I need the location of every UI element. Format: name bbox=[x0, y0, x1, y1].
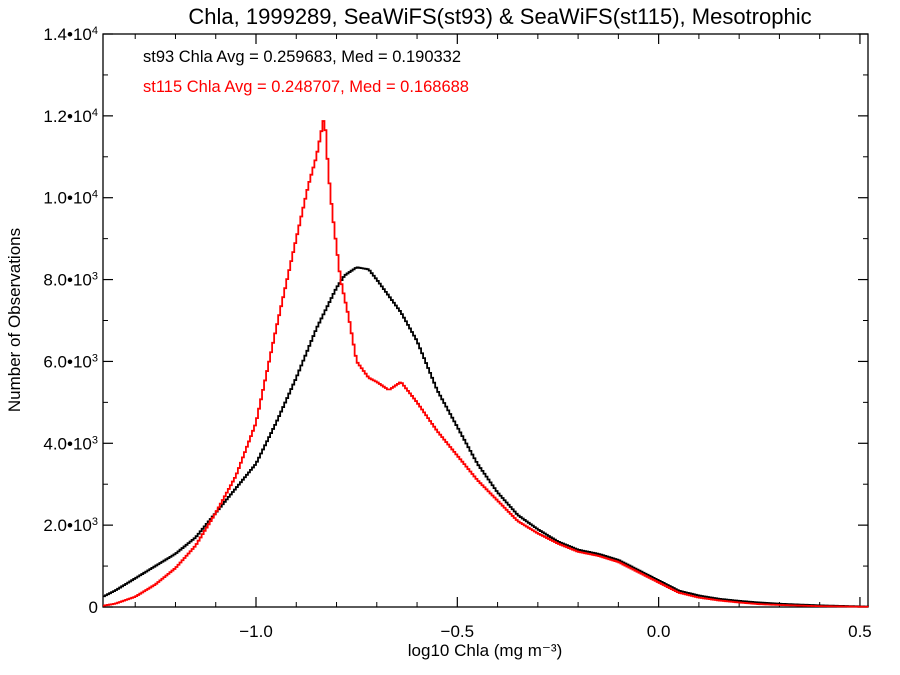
x-tick-label: 0.0 bbox=[647, 622, 671, 641]
y-tick-label: 1.0•104 bbox=[43, 189, 98, 208]
y-tick-label: 0 bbox=[89, 598, 98, 617]
y-tick-label: 1.4•104 bbox=[43, 25, 98, 44]
chart-title: Chla, 1999289, SeaWiFS(st93) & SeaWiFS(s… bbox=[188, 4, 811, 29]
x-tick-label: −0.5 bbox=[441, 622, 475, 641]
y-tick-label: 8.0•103 bbox=[43, 271, 98, 290]
x-tick-label: −1.0 bbox=[239, 622, 273, 641]
legend-entry-st93: st93 Chla Avg = 0.259683, Med = 0.190332 bbox=[143, 48, 461, 66]
legend-entry-st115: st115 Chla Avg = 0.248707, Med = 0.16868… bbox=[143, 78, 469, 96]
plot-frame bbox=[102, 33, 869, 608]
series-line-1 bbox=[103, 120, 869, 608]
y-tick-label: 2.0•103 bbox=[43, 516, 98, 535]
series-line-0 bbox=[103, 266, 869, 608]
x-axis-ticks: −1.0 −0.5 0.0 0.5 bbox=[134, 34, 872, 641]
x-tick-label: 0.5 bbox=[848, 622, 872, 641]
y-tick-label: 4.0•103 bbox=[43, 434, 98, 453]
y-axis-ticks: 0 2.0•103 4.0•103 6.0•103 8.0•103 1.0•104 1.2•… bbox=[43, 25, 868, 617]
y-tick-label: 6.0•103 bbox=[43, 352, 98, 371]
x-axis-label: log10 Chla (mg m⁻³) bbox=[408, 641, 562, 660]
y-axis-label: Number of Observations bbox=[5, 228, 24, 412]
y-tick-label: 1.2•104 bbox=[43, 107, 98, 126]
series-layer bbox=[103, 120, 869, 608]
